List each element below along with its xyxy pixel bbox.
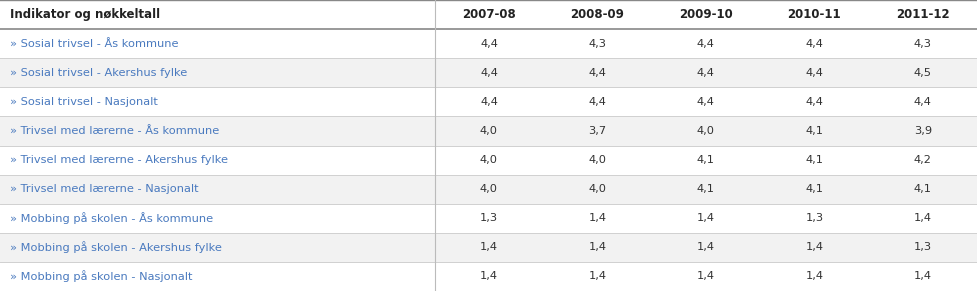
Bar [0,175,977,204]
Text: 4,1: 4,1 [805,184,824,194]
Text: 4,4: 4,4 [588,97,607,107]
Text: 4,4: 4,4 [480,68,498,78]
Text: 1,4: 1,4 [588,242,607,252]
Text: 4,0: 4,0 [480,184,498,194]
Text: 4,4: 4,4 [805,68,824,78]
Bar [0,116,977,146]
Bar [0,204,977,233]
Text: 2007-08: 2007-08 [462,8,516,21]
Text: 1,4: 1,4 [697,242,715,252]
Bar [0,87,977,116]
Text: 1,4: 1,4 [480,272,498,281]
Bar [0,262,977,291]
Text: 4,0: 4,0 [480,155,498,165]
Text: 1,4: 1,4 [805,272,824,281]
Text: 4,1: 4,1 [805,155,824,165]
Text: 2011-12: 2011-12 [896,8,950,21]
Text: » Trivsel med lærerne - Nasjonalt: » Trivsel med lærerne - Nasjonalt [10,184,198,194]
Text: 1,4: 1,4 [588,213,607,223]
Text: » Mobbing på skolen - Akershus fylke: » Mobbing på skolen - Akershus fylke [10,242,222,253]
Text: 3,9: 3,9 [913,126,932,136]
Text: 2008-09: 2008-09 [571,8,624,21]
Bar [0,146,977,175]
Text: 4,4: 4,4 [697,68,715,78]
Text: 4,1: 4,1 [697,184,715,194]
Text: 4,4: 4,4 [588,68,607,78]
Text: 4,0: 4,0 [588,184,607,194]
Text: 4,5: 4,5 [913,68,932,78]
Text: 4,3: 4,3 [588,39,607,49]
Text: 4,4: 4,4 [480,97,498,107]
Text: » Mobbing på skolen - Ås kommune: » Mobbing på skolen - Ås kommune [10,212,213,224]
Text: 4,4: 4,4 [805,97,824,107]
Text: 4,4: 4,4 [697,97,715,107]
Text: 4,3: 4,3 [913,39,932,49]
Bar [0,29,977,58]
Text: 1,4: 1,4 [805,242,824,252]
Text: 2009-10: 2009-10 [679,8,733,21]
Text: 2010-11: 2010-11 [787,8,841,21]
Text: Indikator og nøkkeltall: Indikator og nøkkeltall [10,8,160,21]
Text: 4,2: 4,2 [913,155,932,165]
Text: 1,3: 1,3 [913,242,932,252]
Text: 4,0: 4,0 [697,126,715,136]
Text: 4,4: 4,4 [697,39,715,49]
Text: 3,7: 3,7 [588,126,607,136]
Text: » Mobbing på skolen - Nasjonalt: » Mobbing på skolen - Nasjonalt [10,271,192,282]
Text: 4,4: 4,4 [480,39,498,49]
Text: » Trivsel med lærerne - Akershus fylke: » Trivsel med lærerne - Akershus fylke [10,155,228,165]
Text: 1,4: 1,4 [913,272,932,281]
Text: 4,1: 4,1 [697,155,715,165]
Text: 4,4: 4,4 [805,39,824,49]
Text: 1,4: 1,4 [480,242,498,252]
Text: 1,4: 1,4 [588,272,607,281]
Text: » Sosial trivsel - Akershus fylke: » Sosial trivsel - Akershus fylke [10,68,187,78]
Text: 4,0: 4,0 [480,126,498,136]
Text: 1,4: 1,4 [913,213,932,223]
Text: » Trivsel med lærerne - Ås kommune: » Trivsel med lærerne - Ås kommune [10,126,219,136]
Text: 1,4: 1,4 [697,213,715,223]
Text: 4,1: 4,1 [913,184,932,194]
Text: » Sosial trivsel - Ås kommune: » Sosial trivsel - Ås kommune [10,39,178,49]
Text: 4,1: 4,1 [805,126,824,136]
Bar [0,233,977,262]
Bar [0,58,977,87]
Text: 1,3: 1,3 [805,213,824,223]
Text: 4,0: 4,0 [588,155,607,165]
Text: 1,3: 1,3 [480,213,498,223]
Text: 1,4: 1,4 [697,272,715,281]
Bar [0,0,977,29]
Text: 4,4: 4,4 [913,97,932,107]
Text: » Sosial trivsel - Nasjonalt: » Sosial trivsel - Nasjonalt [10,97,157,107]
